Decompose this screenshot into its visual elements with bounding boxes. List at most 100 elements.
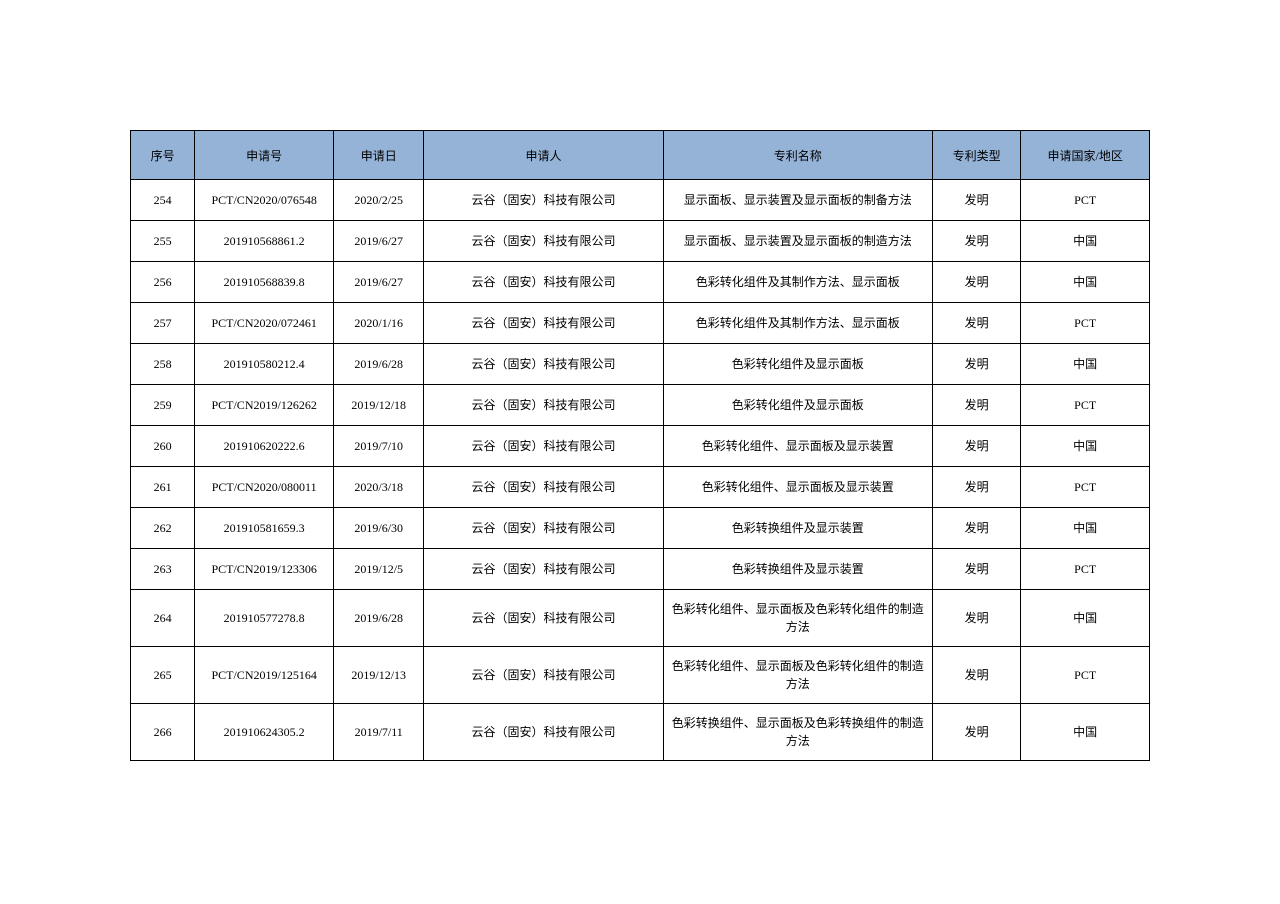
cell-type: 发明 — [932, 467, 1020, 508]
cell-applicant: 云谷（固安）科技有限公司 — [424, 647, 663, 704]
cell-name: 色彩转化组件及其制作方法、显示面板 — [663, 262, 932, 303]
cell-type: 发明 — [932, 704, 1020, 761]
cell-appno: PCT/CN2019/125164 — [195, 647, 334, 704]
table-row: 265PCT/CN2019/1251642019/12/13云谷（固安）科技有限… — [131, 647, 1150, 704]
table-row: 256201910568839.82019/6/27云谷（固安）科技有限公司色彩… — [131, 262, 1150, 303]
cell-name: 显示面板、显示装置及显示面板的制造方法 — [663, 221, 932, 262]
cell-region: 中国 — [1021, 344, 1150, 385]
patent-table: 序号 申请号 申请日 申请人 专利名称 专利类型 申请国家/地区 254PCT/… — [130, 130, 1150, 761]
cell-seq: 264 — [131, 590, 195, 647]
cell-date: 2019/6/28 — [333, 590, 423, 647]
cell-appno: 201910580212.4 — [195, 344, 334, 385]
cell-date: 2019/6/27 — [333, 221, 423, 262]
cell-type: 发明 — [932, 180, 1020, 221]
cell-region: 中国 — [1021, 426, 1150, 467]
cell-appno: 201910568839.8 — [195, 262, 334, 303]
cell-name: 色彩转化组件及显示面板 — [663, 385, 932, 426]
cell-appno: 201910620222.6 — [195, 426, 334, 467]
cell-seq: 261 — [131, 467, 195, 508]
cell-type: 发明 — [932, 647, 1020, 704]
table-row: 258201910580212.42019/6/28云谷（固安）科技有限公司色彩… — [131, 344, 1150, 385]
cell-type: 发明 — [932, 426, 1020, 467]
cell-region: 中国 — [1021, 704, 1150, 761]
cell-region: PCT — [1021, 467, 1150, 508]
cell-type: 发明 — [932, 221, 1020, 262]
table-row: 263PCT/CN2019/1233062019/12/5云谷（固安）科技有限公… — [131, 549, 1150, 590]
cell-applicant: 云谷（固安）科技有限公司 — [424, 426, 663, 467]
cell-applicant: 云谷（固安）科技有限公司 — [424, 704, 663, 761]
table-row: 259PCT/CN2019/1262622019/12/18云谷（固安）科技有限… — [131, 385, 1150, 426]
table-row: 261PCT/CN2020/0800112020/3/18云谷（固安）科技有限公… — [131, 467, 1150, 508]
cell-name: 色彩转化组件及显示面板 — [663, 344, 932, 385]
table-header-row: 序号 申请号 申请日 申请人 专利名称 专利类型 申请国家/地区 — [131, 131, 1150, 180]
cell-date: 2019/12/5 — [333, 549, 423, 590]
cell-seq: 256 — [131, 262, 195, 303]
cell-appno: PCT/CN2020/076548 — [195, 180, 334, 221]
cell-region: 中国 — [1021, 221, 1150, 262]
table-row: 262201910581659.32019/6/30云谷（固安）科技有限公司色彩… — [131, 508, 1150, 549]
col-header-seq: 序号 — [131, 131, 195, 180]
col-header-region: 申请国家/地区 — [1021, 131, 1150, 180]
cell-applicant: 云谷（固安）科技有限公司 — [424, 262, 663, 303]
cell-appno: PCT/CN2020/072461 — [195, 303, 334, 344]
table-row: 260201910620222.62019/7/10云谷（固安）科技有限公司色彩… — [131, 426, 1150, 467]
cell-name: 色彩转化组件、显示面板及色彩转化组件的制造方法 — [663, 590, 932, 647]
cell-seq: 257 — [131, 303, 195, 344]
table-body: 254PCT/CN2020/0765482020/2/25云谷（固安）科技有限公… — [131, 180, 1150, 761]
cell-type: 发明 — [932, 385, 1020, 426]
cell-seq: 255 — [131, 221, 195, 262]
cell-region: 中国 — [1021, 508, 1150, 549]
cell-type: 发明 — [932, 303, 1020, 344]
cell-date: 2019/12/18 — [333, 385, 423, 426]
cell-appno: 201910581659.3 — [195, 508, 334, 549]
cell-appno: PCT/CN2019/126262 — [195, 385, 334, 426]
cell-seq: 260 — [131, 426, 195, 467]
cell-date: 2019/12/13 — [333, 647, 423, 704]
cell-applicant: 云谷（固安）科技有限公司 — [424, 467, 663, 508]
col-header-type: 专利类型 — [932, 131, 1020, 180]
col-header-appno: 申请号 — [195, 131, 334, 180]
table-row: 254PCT/CN2020/0765482020/2/25云谷（固安）科技有限公… — [131, 180, 1150, 221]
cell-applicant: 云谷（固安）科技有限公司 — [424, 180, 663, 221]
cell-name: 色彩转化组件、显示面板及显示装置 — [663, 467, 932, 508]
cell-region: PCT — [1021, 385, 1150, 426]
cell-name: 色彩转化组件、显示面板及显示装置 — [663, 426, 932, 467]
col-header-date: 申请日 — [333, 131, 423, 180]
cell-seq: 259 — [131, 385, 195, 426]
cell-region: 中国 — [1021, 262, 1150, 303]
cell-type: 发明 — [932, 344, 1020, 385]
cell-applicant: 云谷（固安）科技有限公司 — [424, 590, 663, 647]
cell-region: PCT — [1021, 180, 1150, 221]
cell-seq: 263 — [131, 549, 195, 590]
cell-appno: 201910568861.2 — [195, 221, 334, 262]
cell-type: 发明 — [932, 508, 1020, 549]
cell-date: 2019/7/11 — [333, 704, 423, 761]
cell-region: PCT — [1021, 549, 1150, 590]
cell-appno: 201910577278.8 — [195, 590, 334, 647]
cell-seq: 254 — [131, 180, 195, 221]
cell-date: 2020/2/25 — [333, 180, 423, 221]
col-header-name: 专利名称 — [663, 131, 932, 180]
cell-name: 色彩转换组件、显示面板及色彩转换组件的制造方法 — [663, 704, 932, 761]
cell-seq: 258 — [131, 344, 195, 385]
cell-region: 中国 — [1021, 590, 1150, 647]
cell-type: 发明 — [932, 590, 1020, 647]
cell-name: 色彩转化组件及其制作方法、显示面板 — [663, 303, 932, 344]
table-row: 255201910568861.22019/6/27云谷（固安）科技有限公司显示… — [131, 221, 1150, 262]
cell-appno: PCT/CN2019/123306 — [195, 549, 334, 590]
cell-applicant: 云谷（固安）科技有限公司 — [424, 221, 663, 262]
cell-type: 发明 — [932, 262, 1020, 303]
cell-name: 色彩转换组件及显示装置 — [663, 508, 932, 549]
cell-name: 色彩转化组件、显示面板及色彩转化组件的制造方法 — [663, 647, 932, 704]
cell-date: 2019/7/10 — [333, 426, 423, 467]
table-row: 266201910624305.22019/7/11云谷（固安）科技有限公司色彩… — [131, 704, 1150, 761]
cell-date: 2019/6/28 — [333, 344, 423, 385]
patent-table-container: 序号 申请号 申请日 申请人 专利名称 专利类型 申请国家/地区 254PCT/… — [0, 0, 1280, 761]
cell-type: 发明 — [932, 549, 1020, 590]
cell-date: 2020/3/18 — [333, 467, 423, 508]
cell-applicant: 云谷（固安）科技有限公司 — [424, 508, 663, 549]
table-row: 264201910577278.82019/6/28云谷（固安）科技有限公司色彩… — [131, 590, 1150, 647]
cell-applicant: 云谷（固安）科技有限公司 — [424, 303, 663, 344]
cell-date: 2019/6/27 — [333, 262, 423, 303]
cell-seq: 265 — [131, 647, 195, 704]
